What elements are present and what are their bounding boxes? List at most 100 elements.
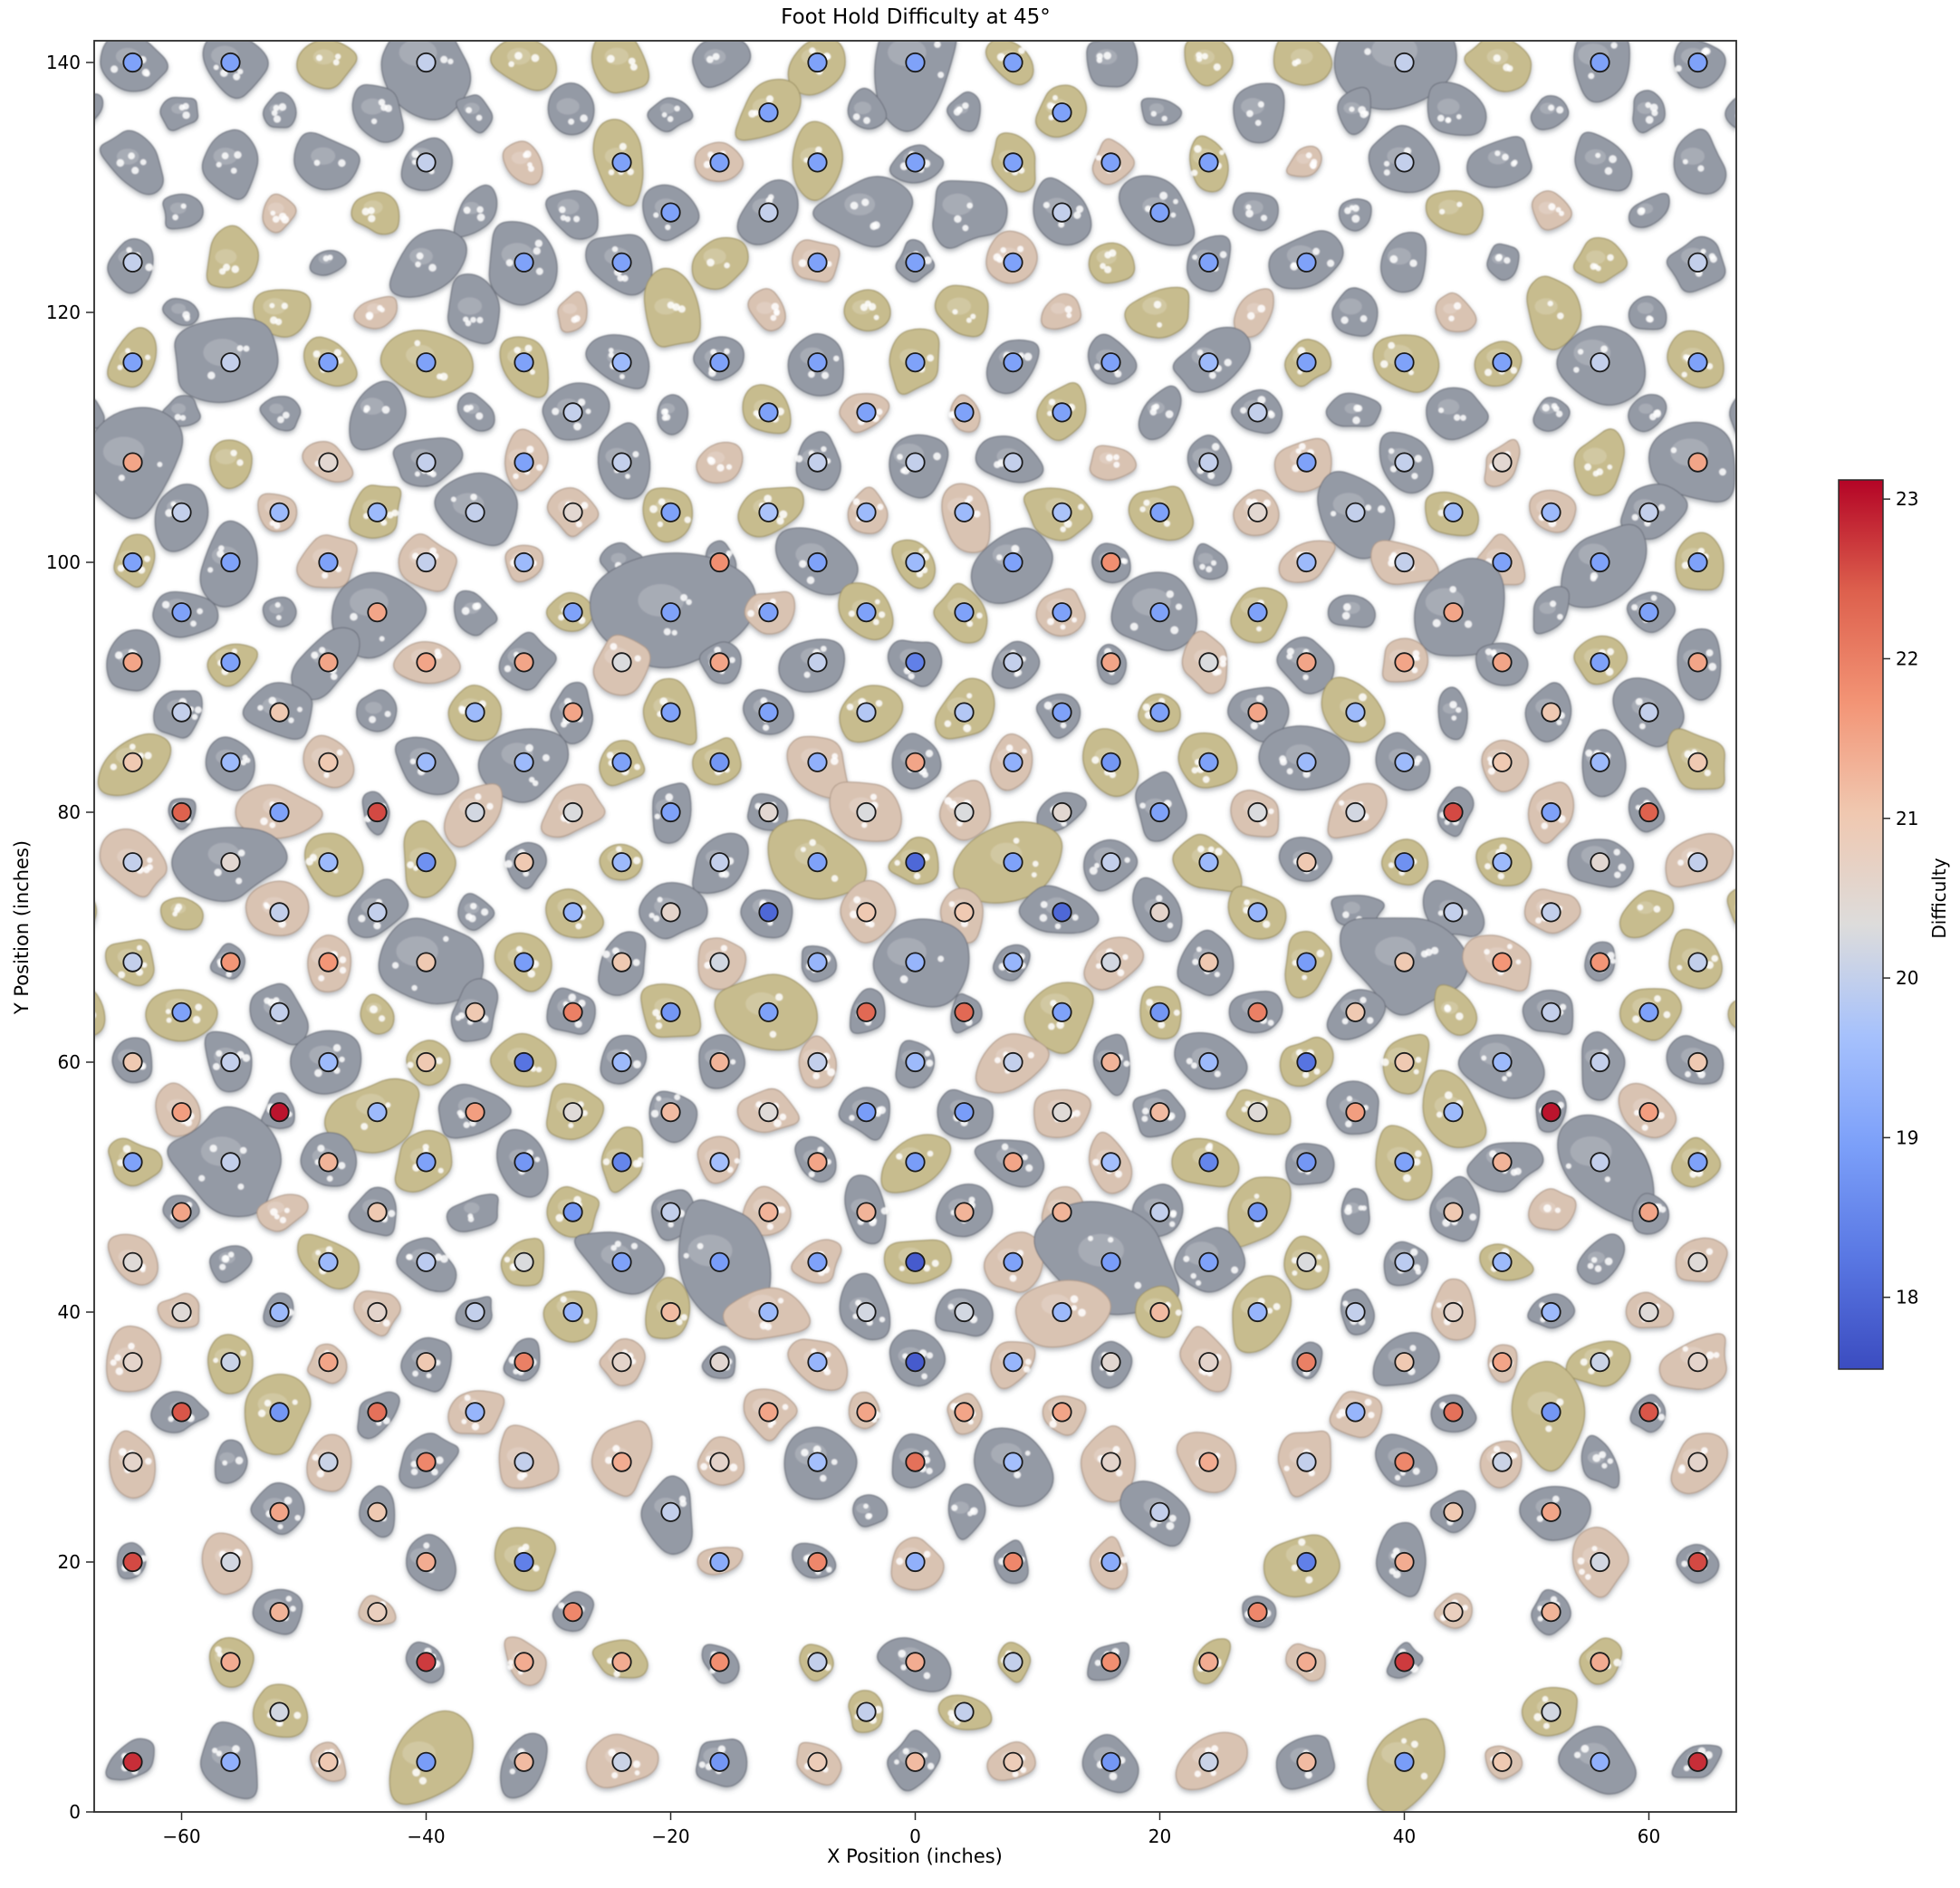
difficulty-dot — [1100, 152, 1121, 173]
screw-hole — [898, 1265, 905, 1271]
screw-hole — [923, 1450, 929, 1456]
difficulty-dot — [562, 502, 583, 522]
screw-hole — [663, 414, 671, 421]
difficulty-dot — [122, 1452, 143, 1472]
difficulty-dot — [1443, 1501, 1464, 1522]
screw-hole — [1088, 1235, 1093, 1241]
difficulty-dot — [122, 852, 143, 873]
screw-hole — [581, 502, 589, 510]
difficulty-dot — [611, 752, 632, 772]
hold-highlight — [1436, 98, 1460, 115]
screw-hole — [610, 1244, 617, 1251]
hold-highlight — [1734, 107, 1735, 110]
screw-hole — [1109, 771, 1116, 779]
climbing-hold — [349, 380, 407, 451]
screw-hole — [1503, 63, 1511, 72]
climbing-hold — [1526, 275, 1582, 350]
screw-hole — [470, 494, 477, 501]
screw-hole — [927, 354, 934, 362]
screw-hole — [827, 1068, 835, 1077]
screw-hole — [431, 1468, 438, 1476]
difficulty-dot — [1247, 902, 1268, 923]
difficulty-dot — [1052, 402, 1072, 423]
difficulty-dot — [807, 852, 828, 873]
screw-hole — [95, 1012, 97, 1019]
screw-hole — [236, 345, 244, 351]
screw-hole — [809, 47, 816, 54]
screw-hole — [1499, 844, 1507, 852]
difficulty-dot — [367, 1202, 388, 1222]
screw-hole — [1542, 404, 1551, 412]
screw-hole — [1109, 1772, 1118, 1780]
difficulty-dot — [1492, 1152, 1513, 1173]
difficulty-dot — [807, 752, 828, 772]
difficulty-dot — [1638, 1002, 1659, 1022]
screw-hole — [316, 1470, 324, 1478]
screw-hole — [534, 239, 543, 247]
difficulty-dot — [318, 752, 339, 772]
screw-hole — [1314, 1265, 1322, 1273]
difficulty-dot — [514, 352, 534, 373]
difficulty-dot — [1198, 352, 1219, 373]
screw-hole — [297, 706, 303, 713]
screw-hole — [1142, 704, 1150, 712]
screw-hole — [1197, 845, 1205, 853]
screw-hole — [461, 1419, 467, 1424]
screw-hole — [1190, 1273, 1196, 1279]
difficulty-dot — [611, 852, 632, 873]
difficulty-dot — [220, 652, 241, 673]
screw-hole — [803, 671, 811, 678]
difficulty-dot — [1198, 1452, 1219, 1472]
difficulty-dot — [367, 1301, 388, 1323]
difficulty-dot — [1687, 1251, 1708, 1272]
difficulty-dot — [1394, 452, 1415, 473]
screw-hole — [1360, 996, 1367, 1004]
hold-highlight — [946, 297, 972, 315]
screw-hole — [776, 517, 784, 525]
difficulty-dot — [1541, 1602, 1561, 1623]
screw-hole — [144, 752, 152, 760]
screw-hole — [218, 545, 225, 551]
screw-hole — [969, 1509, 975, 1514]
screw-hole — [216, 1049, 223, 1057]
screw-hole — [870, 793, 877, 800]
screw-hole — [335, 566, 342, 572]
screw-hole — [526, 446, 534, 454]
screw-hole — [384, 711, 391, 717]
screw-hole — [1701, 1447, 1708, 1454]
difficulty-dot — [367, 502, 388, 522]
screw-hole — [1022, 1154, 1028, 1161]
screw-hole — [305, 858, 313, 866]
difficulty-dot — [1590, 352, 1610, 373]
screw-hole — [1512, 159, 1518, 166]
difficulty-dot — [122, 52, 143, 73]
screw-hole — [470, 317, 476, 323]
screw-hole — [831, 875, 839, 882]
difficulty-dot — [611, 352, 632, 373]
difficulty-dot — [1394, 952, 1415, 973]
difficulty-dot — [122, 1352, 143, 1373]
hold-highlight — [1443, 303, 1457, 314]
difficulty-dot — [171, 1002, 192, 1022]
screw-hole — [209, 1145, 217, 1153]
screw-hole — [1071, 914, 1079, 921]
difficulty-dot — [807, 352, 828, 373]
difficulty-dot — [905, 752, 926, 772]
screw-hole — [1048, 398, 1056, 406]
screw-hole — [1555, 206, 1561, 213]
screw-hole — [338, 159, 346, 168]
screw-hole — [1096, 53, 1103, 60]
screw-hole — [77, 114, 84, 121]
screw-hole — [1641, 1124, 1648, 1131]
difficulty-dot — [1100, 551, 1121, 573]
difficulty-dot — [220, 952, 241, 973]
climbing-hold — [1532, 397, 1571, 432]
difficulty-dot — [1003, 1452, 1023, 1472]
difficulty-dot — [1003, 952, 1023, 973]
screw-hole — [875, 599, 880, 605]
screw-hole — [1166, 1521, 1175, 1530]
difficulty-dot — [514, 252, 534, 273]
screw-hole — [534, 1156, 541, 1163]
difficulty-dot — [220, 1751, 241, 1772]
screw-hole — [559, 206, 566, 214]
